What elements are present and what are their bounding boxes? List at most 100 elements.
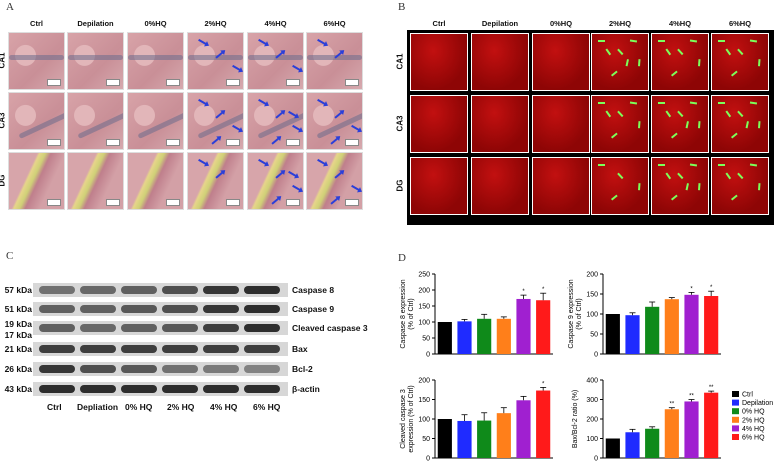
- positive-cell-mark: [658, 40, 665, 42]
- he-micrograph-tile: [67, 92, 124, 150]
- he-micrograph-tile: [187, 92, 244, 150]
- significance-marker: *: [710, 285, 713, 291]
- blot-band: [80, 305, 116, 313]
- blot-band: [80, 286, 116, 294]
- blot-band: [121, 305, 157, 313]
- y-axis-label: Caspase 8 expression(% of Ctrl): [400, 279, 415, 348]
- panel-label-a: A: [6, 1, 14, 13]
- y-tick-label: 200: [418, 378, 430, 385]
- blot-band: [80, 365, 116, 373]
- blot-band: [244, 286, 280, 294]
- significance-marker: **: [669, 402, 674, 408]
- y-tick-label: 100: [586, 436, 598, 443]
- legend-swatch: [732, 425, 739, 432]
- positive-cell-mark: [746, 121, 749, 129]
- fluoro-micrograph-tile: [471, 157, 529, 215]
- blot-lane-label: Depliation: [77, 402, 119, 412]
- y-tick-label: 400: [586, 378, 598, 385]
- fluoro-row-label: DG: [395, 179, 405, 192]
- blot-lane-label: 0% HQ: [125, 402, 153, 412]
- legend-swatch: [732, 408, 739, 415]
- positive-cell-mark: [731, 132, 738, 139]
- arrow-icon: [292, 124, 301, 132]
- fluoro-column-header: 2%HQ: [608, 19, 632, 28]
- bar: [684, 401, 699, 458]
- blot-protein-label: Bcl-2: [292, 364, 313, 374]
- significance-marker: *: [522, 289, 525, 295]
- blot-kda-label: 19 kDa: [4, 319, 32, 329]
- fluoro-micrograph-tile: [410, 33, 468, 91]
- blot-band: [162, 345, 198, 353]
- legend-label: 0% HQ: [742, 409, 765, 416]
- arrow-icon: [271, 197, 280, 205]
- legend-swatch: [732, 434, 739, 440]
- arrow-icon: [198, 158, 207, 166]
- blot-kda-label-secondary: 17 kDa: [4, 330, 32, 340]
- y-tick-label: 0: [426, 456, 430, 463]
- positive-cell-mark: [749, 101, 758, 104]
- blot-band: [162, 385, 198, 393]
- bar: [516, 298, 531, 354]
- blot-band: [203, 365, 239, 373]
- blot-kda-label: 51 kDa: [4, 304, 32, 314]
- positive-cell-mark: [638, 59, 641, 67]
- positive-cell-mark: [698, 183, 701, 191]
- scale-bar: [166, 199, 180, 206]
- y-tick-label: 250: [418, 272, 430, 279]
- fluoro-micrograph-tile: [591, 157, 649, 215]
- legend-label: 6% HQ: [742, 435, 765, 442]
- fluoro-column-header: 6%HQ: [728, 19, 752, 28]
- scale-bar: [47, 139, 61, 146]
- arrow-icon: [198, 38, 207, 46]
- legend-label: 2% HQ: [742, 417, 765, 424]
- y-tick-label: 100: [418, 320, 430, 327]
- cell-layer-band: [9, 55, 64, 60]
- panel-label-b: B: [398, 1, 406, 13]
- bar: [516, 400, 531, 458]
- he-micrograph-tile: [247, 92, 304, 150]
- fluoro-micrograph-tile: [410, 95, 468, 153]
- significance-marker: *: [542, 287, 545, 293]
- positive-cell-mark: [725, 110, 732, 118]
- he-micrograph-tile: [8, 92, 65, 150]
- legend-swatch: [732, 416, 739, 423]
- cell-layer-band: [137, 112, 183, 139]
- blot-band: [244, 324, 280, 332]
- y-tick-label: 50: [422, 436, 430, 443]
- legend-label: Ctrl: [742, 392, 753, 399]
- he-micrograph-tile: [306, 92, 363, 150]
- arrow-icon: [330, 197, 339, 205]
- positive-cell-mark: [737, 48, 744, 55]
- positive-cell-mark: [611, 70, 618, 77]
- positive-cell-mark: [686, 121, 689, 129]
- scale-bar: [106, 79, 120, 86]
- blot-band: [39, 345, 75, 353]
- legend-label: 4% HQ: [742, 426, 765, 433]
- positive-cell-mark: [758, 59, 761, 67]
- arrow-icon: [271, 137, 280, 145]
- arrow-icon: [275, 111, 284, 119]
- scale-bar: [345, 199, 359, 206]
- blot-protein-label: Caspase 8: [292, 285, 335, 295]
- bar: [704, 392, 719, 458]
- he-column-header: Ctrl: [30, 19, 43, 28]
- arrow-icon: [258, 38, 267, 46]
- positive-cell-mark: [758, 183, 761, 191]
- scale-bar: [226, 79, 240, 86]
- positive-cell-mark: [629, 101, 638, 104]
- scale-bar: [47, 79, 61, 86]
- positive-cell-mark: [718, 40, 725, 42]
- positive-cell-mark: [617, 48, 624, 55]
- arrow-icon: [232, 64, 241, 72]
- blot-band: [121, 345, 157, 353]
- significance-marker: *: [690, 286, 693, 292]
- arrow-icon: [258, 98, 267, 106]
- scale-bar: [345, 79, 359, 86]
- he-row-label: CA1: [0, 52, 7, 69]
- arrow-icon: [215, 111, 224, 119]
- he-column-header: 0%HQ: [144, 19, 167, 28]
- positive-cell-mark: [665, 110, 672, 118]
- positive-cell-mark: [698, 59, 701, 67]
- bar: [437, 322, 452, 354]
